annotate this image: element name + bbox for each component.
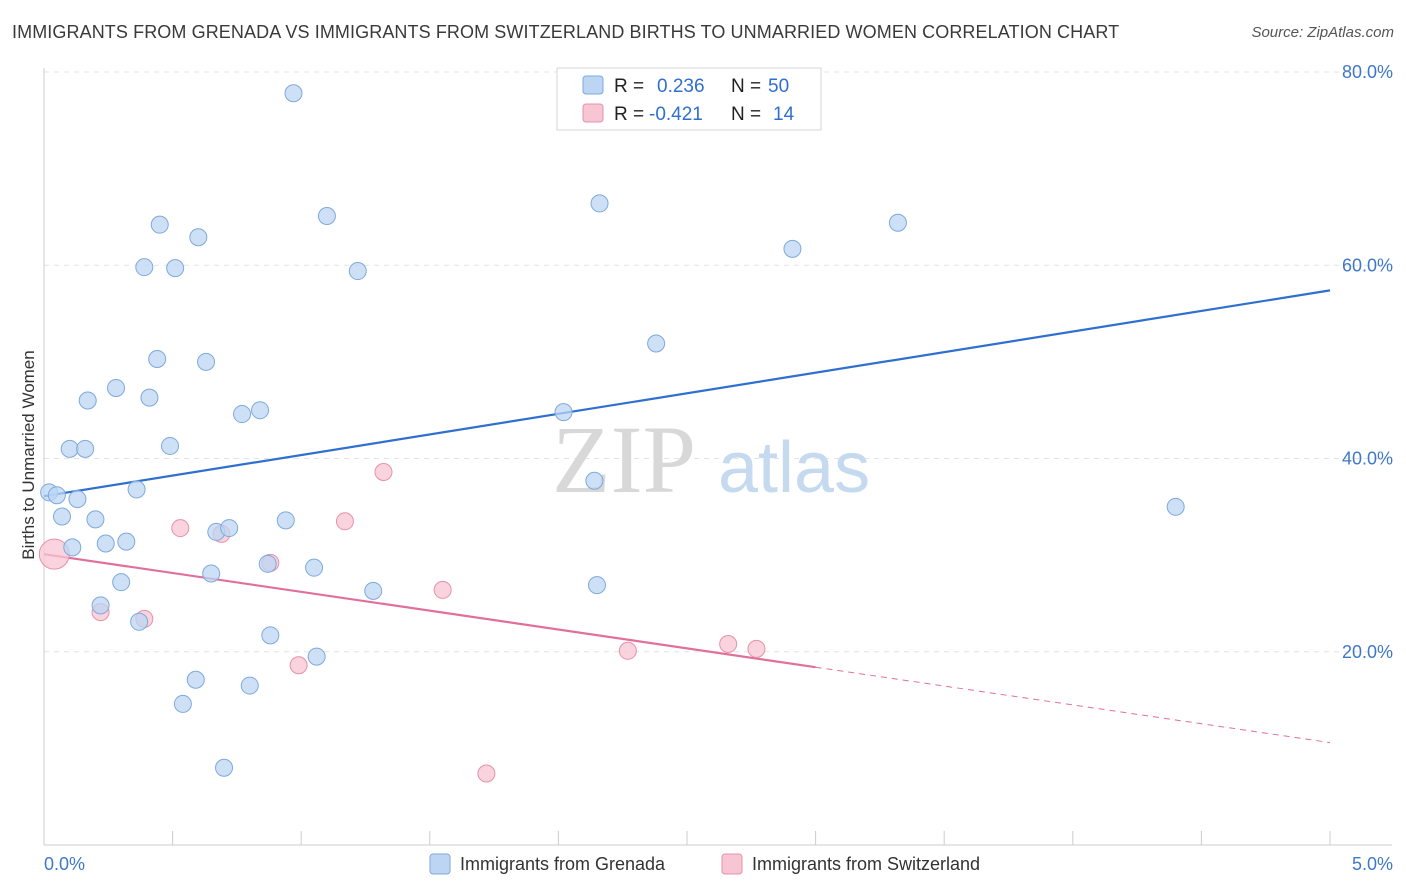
point-grenada <box>284 84 303 103</box>
point-grenada <box>107 378 126 397</box>
point-grenada <box>140 388 159 407</box>
point-grenada <box>1166 497 1185 516</box>
x-ticks <box>172 831 1331 845</box>
trend-line-switzerland <box>43 553 816 669</box>
point-grenada <box>60 439 79 458</box>
grid-layer <box>44 71 1392 653</box>
point-grenada <box>202 564 221 583</box>
y-axis-title: Births to Unmarried Women <box>19 350 38 559</box>
watermark-zip: ZIP <box>552 406 696 513</box>
point-grenada <box>63 538 82 557</box>
series-legend-swatch-grenada <box>429 853 451 875</box>
point-grenada <box>240 676 259 695</box>
point-grenada <box>251 401 270 420</box>
point-grenada <box>197 352 216 371</box>
point-grenada <box>47 486 66 505</box>
point-grenada <box>215 758 234 777</box>
legend-r-label-2: R = <box>614 104 644 125</box>
point-grenada <box>348 262 367 281</box>
legend-n-value-2: 14 <box>773 104 795 125</box>
point-switzerland <box>477 764 496 783</box>
point-grenada <box>112 573 131 592</box>
point-grenada <box>173 694 192 713</box>
point-grenada <box>317 206 336 225</box>
legend-n-label-2: N = <box>731 104 761 125</box>
legend-swatch-grenada <box>582 75 604 95</box>
point-switzerland <box>171 519 190 538</box>
point-grenada <box>91 596 110 615</box>
legend-swatch-switzerland <box>582 103 604 123</box>
point-grenada <box>78 391 97 410</box>
point-grenada <box>233 405 252 424</box>
data-points <box>38 84 1185 783</box>
watermark-atlas: atlas <box>718 428 870 508</box>
trend-line-switzerland-extension <box>815 666 1331 744</box>
point-grenada <box>783 239 802 258</box>
legend-r-label-1: R = <box>614 76 644 97</box>
point-grenada <box>135 258 154 277</box>
legend-n-value-1: 50 <box>768 76 789 97</box>
series-legend: Immigrants from Grenada Immigrants from … <box>429 853 980 875</box>
legend-r-value-2: -0.421 <box>649 104 703 125</box>
trend-line-grenada <box>43 289 1331 498</box>
point-grenada <box>220 519 239 538</box>
point-grenada <box>305 558 324 577</box>
point-grenada <box>276 511 295 530</box>
point-switzerland <box>433 580 452 599</box>
point-switzerland <box>747 639 766 658</box>
point-switzerland <box>289 656 308 675</box>
trend-lines <box>43 289 1331 744</box>
point-grenada <box>258 554 277 573</box>
point-switzerland <box>374 463 393 482</box>
point-grenada <box>148 349 167 368</box>
point-grenada <box>186 670 205 689</box>
point-grenada <box>888 213 907 232</box>
point-grenada <box>117 532 136 551</box>
point-grenada <box>127 480 146 499</box>
series-legend-swatch-switzerland <box>721 853 743 875</box>
point-grenada <box>96 534 115 553</box>
point-grenada <box>130 612 149 631</box>
y-tick-label: 40.0% <box>1342 449 1393 469</box>
x-tick-label: 5.0% <box>1352 854 1393 874</box>
series-legend-label-switzerland: Immigrants from Switzerland <box>752 854 980 874</box>
point-grenada <box>364 581 383 600</box>
watermark: ZIP atlas <box>552 406 870 513</box>
axes-layer <box>43 68 1392 846</box>
point-grenada <box>587 576 606 595</box>
legend-r-value-1: 0.236 <box>657 76 705 97</box>
y-tick-label: 80.0% <box>1342 62 1393 82</box>
x-tick-label: 0.0% <box>44 854 85 874</box>
point-switzerland <box>719 635 738 654</box>
point-grenada <box>189 228 208 247</box>
y-tick-label: 20.0% <box>1342 642 1393 662</box>
x-tick-labels: 0.0% 5.0% <box>44 854 1393 874</box>
stats-legend: R = 0.236 N = 50 R = -0.421 N = 14 <box>556 67 822 131</box>
point-grenada <box>590 194 609 213</box>
point-grenada <box>647 334 666 353</box>
y-tick-label: 60.0% <box>1342 255 1393 275</box>
legend-n-label-1: N = <box>731 76 761 97</box>
series-legend-label-grenada: Immigrants from Grenada <box>460 854 666 874</box>
point-grenada <box>307 647 326 666</box>
point-switzerland <box>618 641 637 660</box>
y-tick-labels: 20.0% 40.0% 60.0% 80.0% <box>1342 62 1393 662</box>
point-grenada <box>86 510 105 529</box>
chart-title: IMMIGRANTS FROM GRENADA VS IMMIGRANTS FR… <box>12 22 1120 42</box>
point-grenada <box>161 436 180 455</box>
point-grenada <box>53 507 72 526</box>
point-grenada <box>150 215 169 234</box>
point-grenada <box>68 490 87 509</box>
point-grenada <box>554 403 573 422</box>
chart-source: Source: ZipAtlas.com <box>1251 24 1394 41</box>
point-grenada <box>261 626 280 645</box>
point-switzerland <box>335 512 354 531</box>
point-grenada <box>166 259 185 278</box>
point-grenada <box>585 471 604 490</box>
point-grenada <box>76 439 95 458</box>
